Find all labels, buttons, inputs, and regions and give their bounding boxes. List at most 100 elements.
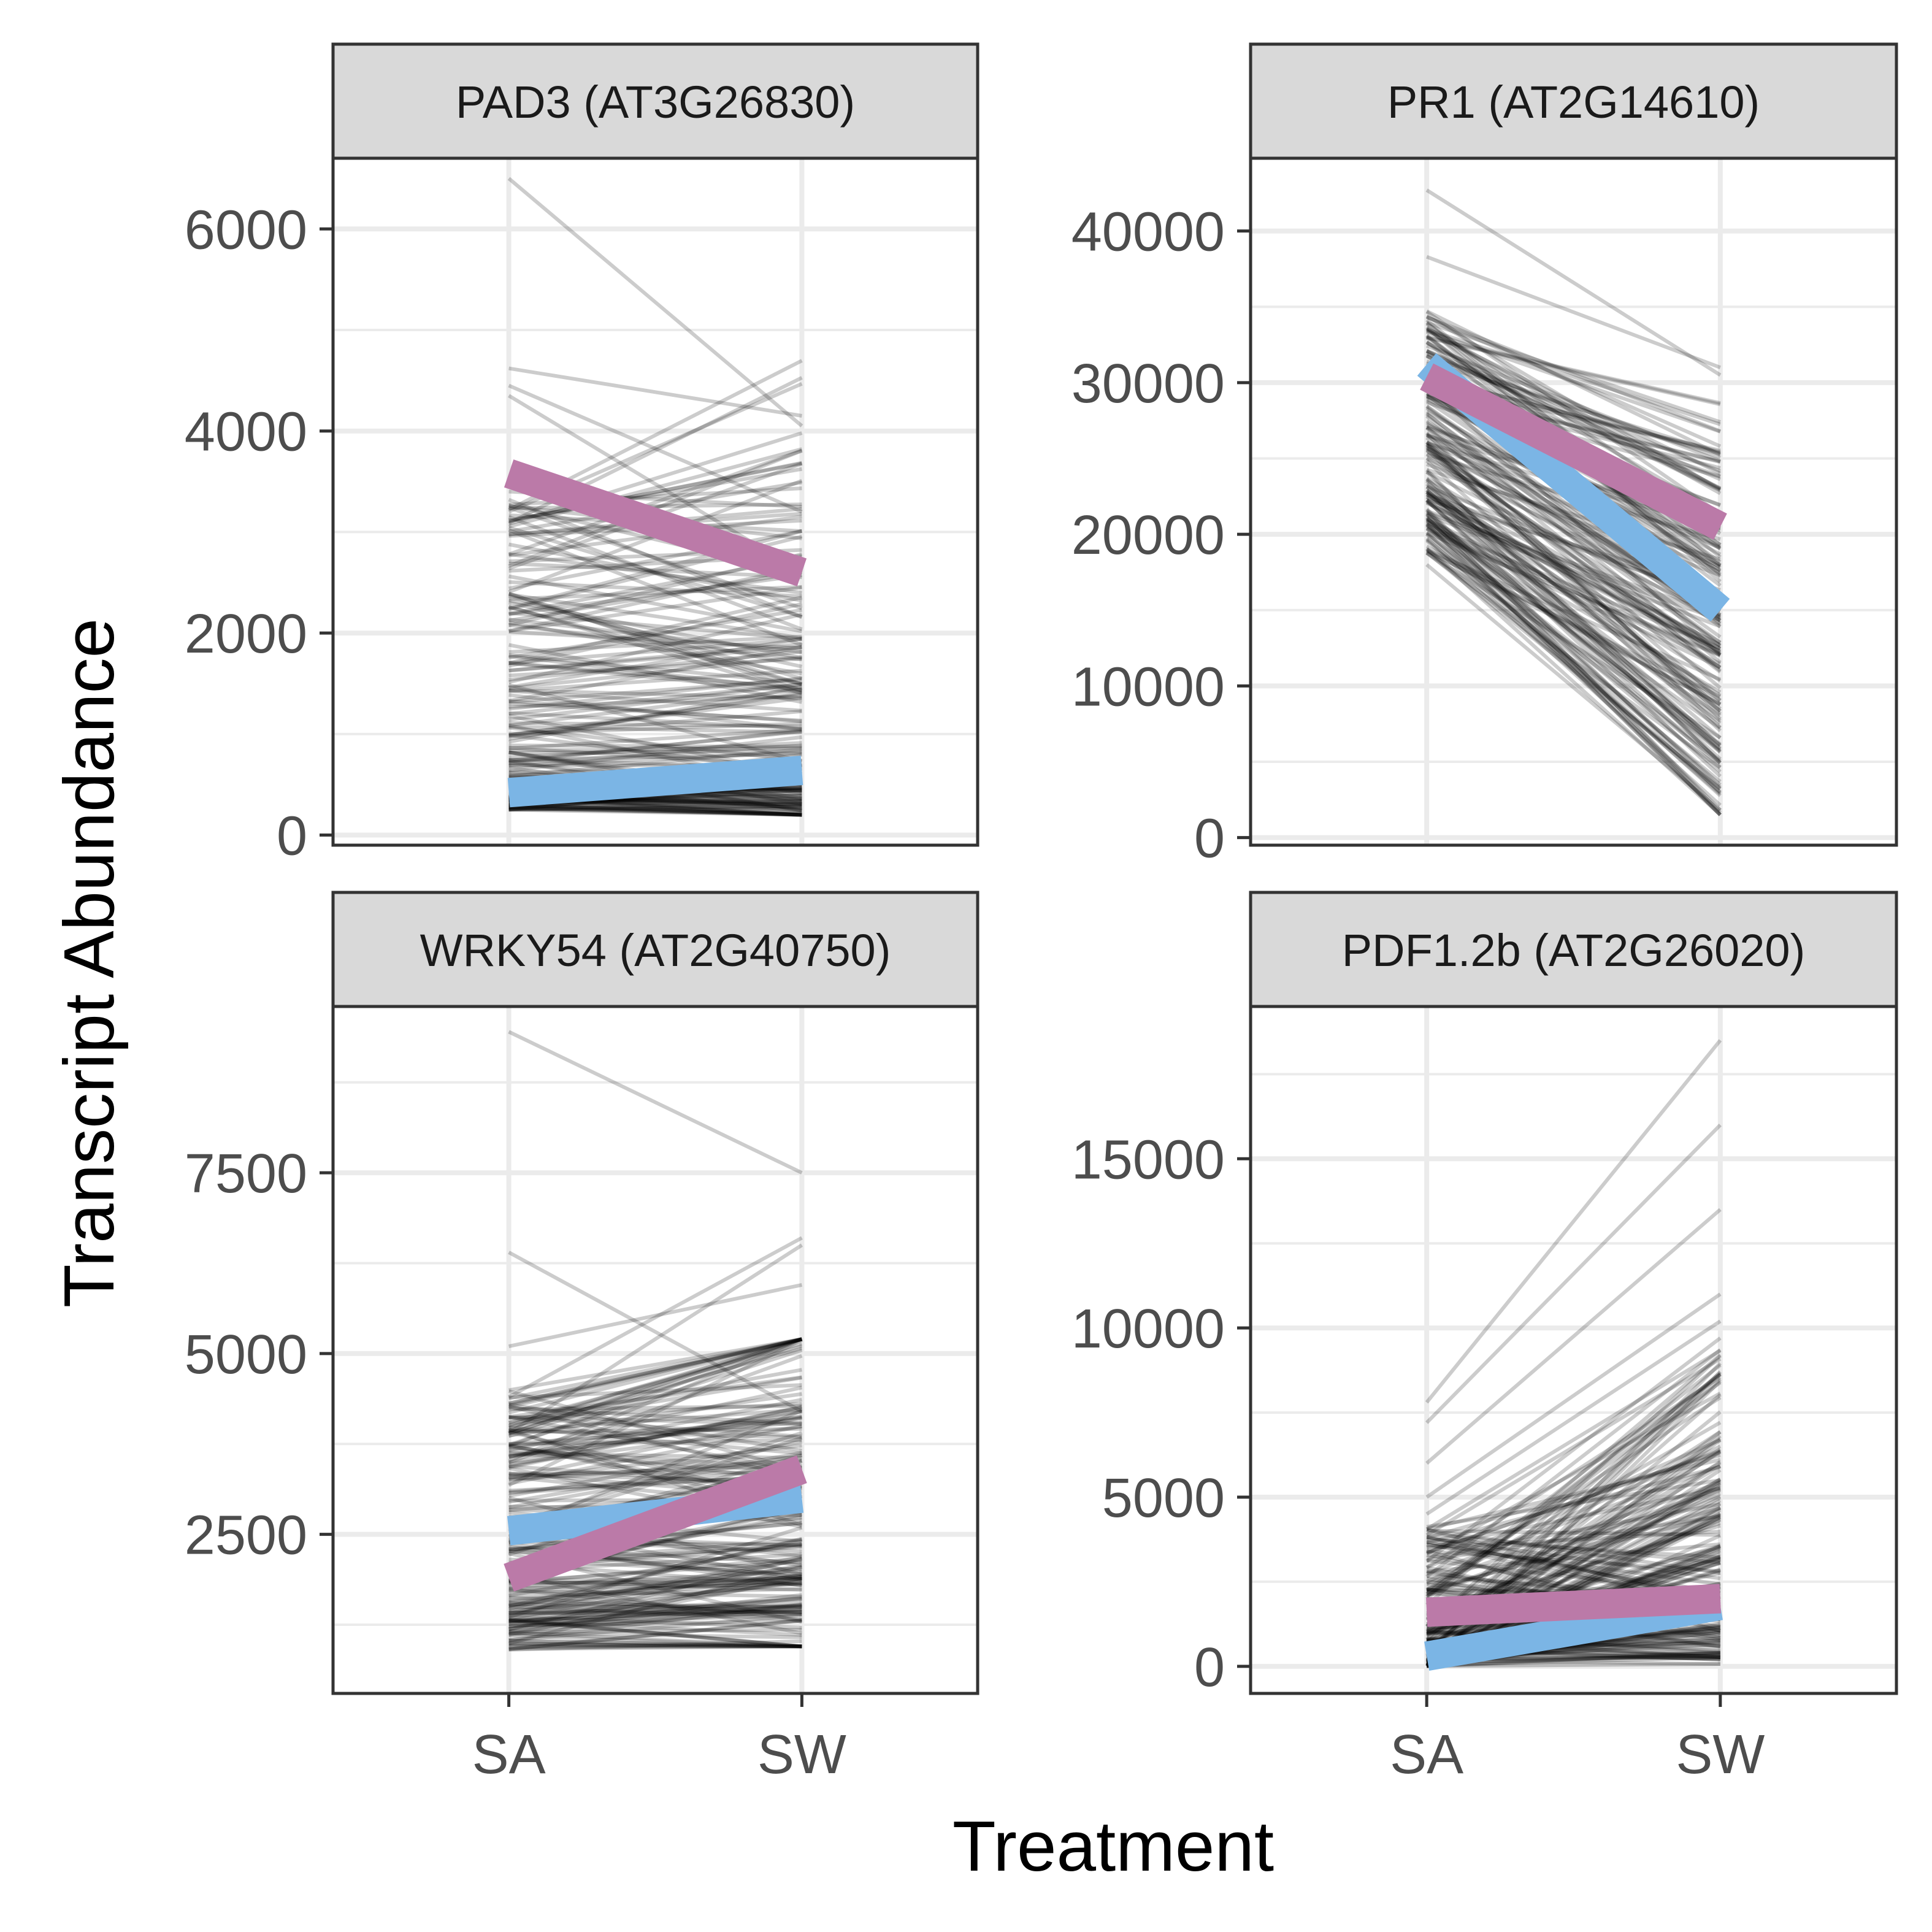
sample-line <box>1425 469 1722 765</box>
sample-line <box>1425 480 1722 764</box>
sample-line <box>508 1401 802 1420</box>
sample-line <box>1426 255 1721 369</box>
sample-line <box>508 1408 802 1433</box>
sample-line <box>1425 488 1722 750</box>
sample-line <box>508 585 802 633</box>
sample-line <box>508 1573 802 1635</box>
pink-series-line <box>1420 363 1727 540</box>
sample-line <box>1425 431 1722 644</box>
sample-line <box>508 461 802 523</box>
sample-line <box>508 796 802 809</box>
sample-line <box>1425 440 1722 729</box>
sample-line <box>508 1282 803 1349</box>
sample-line <box>508 604 803 696</box>
sample-line <box>508 689 802 713</box>
sample-line <box>508 743 802 766</box>
sample-line <box>508 687 802 727</box>
sample-line <box>1426 1542 1721 1574</box>
sample-line <box>1425 501 1722 651</box>
sample-line <box>1425 526 1722 763</box>
sample-line <box>1426 1502 1721 1560</box>
sample-line <box>1425 1319 1722 1516</box>
sample-line <box>508 1579 802 1592</box>
sample-line <box>508 1615 802 1630</box>
sample-line <box>508 1337 803 1409</box>
sample-line <box>508 592 803 681</box>
sample-line <box>1425 498 1722 725</box>
sample-line <box>508 599 802 660</box>
sample-line <box>508 1424 802 1466</box>
sample-line <box>508 1337 802 1400</box>
sample-line <box>508 726 802 763</box>
sample-line <box>1425 1348 1722 1579</box>
sample-line <box>1426 335 1721 407</box>
sample-line <box>508 1642 802 1649</box>
sample-line <box>508 1236 803 1399</box>
sample-line <box>508 1597 802 1618</box>
sample-line <box>508 1631 802 1649</box>
sample-line <box>1425 1372 1722 1598</box>
sample-line <box>508 1415 802 1449</box>
sample-line <box>508 643 802 704</box>
sample-line <box>1425 499 1722 778</box>
sample-line <box>508 661 802 694</box>
sample-line <box>1425 508 1722 815</box>
sample-line <box>508 502 802 510</box>
sample-line <box>508 1589 802 1599</box>
sample-line <box>508 1600 802 1610</box>
sample-line <box>508 1573 802 1604</box>
sample-line <box>1425 1468 1722 1666</box>
sample-line <box>508 1344 803 1438</box>
sample-line <box>508 1565 803 1646</box>
sample-line <box>1426 1513 1721 1592</box>
sample-line <box>1425 482 1722 748</box>
y-tick-label: 2000 <box>185 604 307 665</box>
x-tick-label: SA <box>1390 1724 1463 1785</box>
sample-line <box>508 612 803 684</box>
sample-line <box>1425 519 1722 718</box>
sample-line <box>508 789 802 809</box>
sample-line <box>508 1451 802 1460</box>
sample-line <box>1425 517 1722 789</box>
sample-line <box>1425 309 1722 457</box>
sample-line <box>508 1420 802 1446</box>
sample-line <box>508 1619 802 1651</box>
sample-line <box>1426 1540 1721 1595</box>
sample-line <box>1425 1353 1722 1606</box>
sample-line <box>508 591 803 692</box>
sample-line <box>1425 1373 1722 1601</box>
sample-line <box>1425 1430 1722 1622</box>
sample-line <box>508 661 802 691</box>
sample-line <box>508 1416 802 1439</box>
sample-line <box>1425 448 1722 626</box>
panel-background <box>333 158 978 845</box>
sample-line <box>1427 1662 1720 1668</box>
sample-line <box>508 1587 802 1622</box>
sample-line <box>1426 335 1721 405</box>
sample-line <box>508 594 803 686</box>
sample-line <box>1425 493 1722 683</box>
sample-line <box>1427 1650 1720 1668</box>
sample-line <box>508 1556 802 1585</box>
sample-line <box>508 623 802 662</box>
sample-line <box>1425 499 1722 769</box>
sample-line <box>508 696 802 737</box>
y-axis-title: Transcript Abundance <box>49 618 129 1308</box>
sample-line <box>508 580 802 599</box>
sample-line <box>508 805 802 817</box>
sample-line <box>1425 470 1722 619</box>
sample-line <box>1425 523 1722 787</box>
y-tick-label: 0 <box>1194 1637 1225 1698</box>
sample-line <box>508 1337 803 1406</box>
y-tick-label: 0 <box>277 806 307 867</box>
sample-line <box>508 1348 803 1447</box>
sample-line <box>1425 523 1722 816</box>
sample-line <box>1426 1478 1721 1529</box>
sample-line <box>508 1577 802 1623</box>
sample-line <box>508 1416 802 1459</box>
sample-line <box>1425 519 1722 747</box>
sample-line <box>508 645 802 673</box>
pink-series-line <box>1426 1584 1721 1627</box>
panels: PAD3 (AT3G26830) 0 2000 4000 6000 PR1 (AT2G14… <box>185 42 1898 1785</box>
sample-line <box>508 542 802 603</box>
